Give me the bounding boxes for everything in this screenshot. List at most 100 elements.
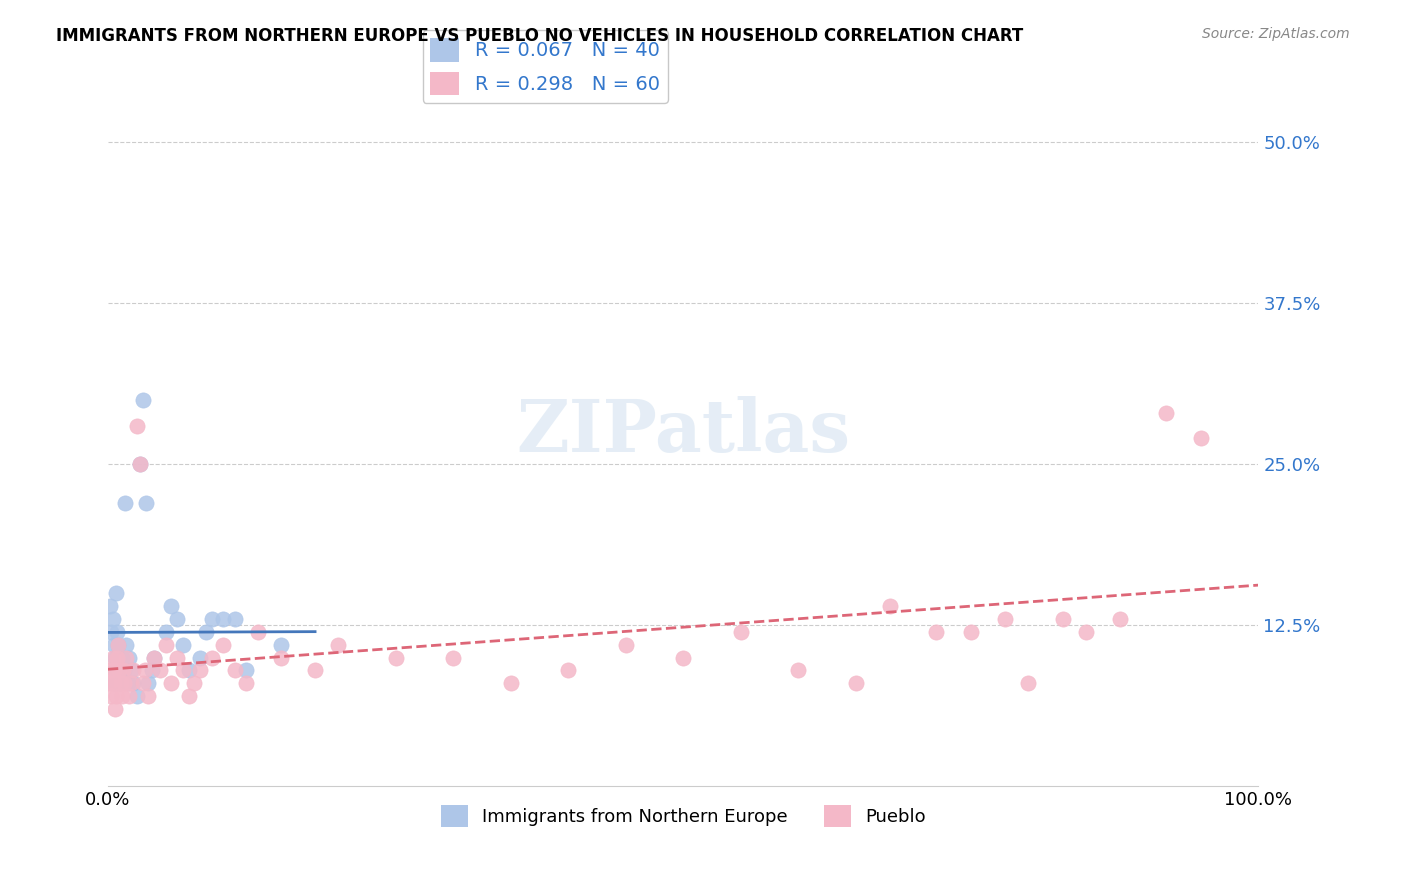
Point <box>101 650 124 665</box>
Point <box>787 664 810 678</box>
Point <box>177 690 200 704</box>
Point <box>131 676 153 690</box>
Point <box>117 676 139 690</box>
Point <box>155 624 177 639</box>
Point <box>672 650 695 665</box>
Point <box>212 638 235 652</box>
Point <box>200 612 222 626</box>
Point <box>110 664 132 678</box>
Point <box>166 612 188 626</box>
Legend: Immigrants from Northern Europe, Pueblo: Immigrants from Northern Europe, Pueblo <box>433 797 934 834</box>
Point <box>194 624 217 639</box>
Point <box>110 676 132 690</box>
Point <box>188 650 211 665</box>
Text: Source: ZipAtlas.com: Source: ZipAtlas.com <box>1202 27 1350 41</box>
Point <box>160 599 183 613</box>
Point <box>1156 406 1178 420</box>
Point <box>143 650 166 665</box>
Point <box>200 650 222 665</box>
Point <box>134 664 156 678</box>
Point <box>101 612 124 626</box>
Point <box>105 650 128 665</box>
Point <box>98 664 121 678</box>
Point <box>441 650 464 665</box>
Point <box>122 676 145 690</box>
Point <box>105 586 128 600</box>
Point <box>177 664 200 678</box>
Point <box>384 650 406 665</box>
Point <box>149 664 172 678</box>
Point <box>172 638 194 652</box>
Point <box>270 638 292 652</box>
Point <box>557 664 579 678</box>
Point <box>115 650 138 665</box>
Point <box>129 457 152 471</box>
Point <box>125 418 148 433</box>
Point <box>111 664 134 678</box>
Point <box>136 690 159 704</box>
Point <box>120 664 142 678</box>
Point <box>118 690 141 704</box>
Point <box>879 599 901 613</box>
Point <box>246 624 269 639</box>
Point <box>270 650 292 665</box>
Point <box>125 690 148 704</box>
Point <box>1189 431 1212 445</box>
Point <box>960 624 983 639</box>
Point <box>172 664 194 678</box>
Point <box>155 638 177 652</box>
Point <box>212 612 235 626</box>
Point <box>235 676 257 690</box>
Point <box>111 650 134 665</box>
Point <box>166 650 188 665</box>
Point <box>131 392 153 407</box>
Point <box>104 650 127 665</box>
Point <box>104 702 127 716</box>
Point <box>98 599 121 613</box>
Point <box>114 496 136 510</box>
Point <box>98 676 121 690</box>
Point <box>135 496 157 510</box>
Point <box>1074 624 1097 639</box>
Point <box>235 664 257 678</box>
Point <box>136 676 159 690</box>
Point <box>129 457 152 471</box>
Point <box>107 638 129 652</box>
Point <box>103 676 125 690</box>
Point <box>224 612 246 626</box>
Point <box>105 690 128 704</box>
Point <box>108 664 131 678</box>
Point <box>100 624 122 639</box>
Point <box>1109 612 1132 626</box>
Point <box>1052 612 1074 626</box>
Point <box>105 624 128 639</box>
Point <box>614 638 637 652</box>
Point <box>1017 676 1039 690</box>
Text: IMMIGRANTS FROM NORTHERN EUROPE VS PUEBLO NO VEHICLES IN HOUSEHOLD CORRELATION C: IMMIGRANTS FROM NORTHERN EUROPE VS PUEBL… <box>56 27 1024 45</box>
Point <box>112 664 135 678</box>
Point <box>111 690 134 704</box>
Point <box>108 676 131 690</box>
Point <box>141 664 163 678</box>
Point <box>143 650 166 665</box>
Point <box>160 676 183 690</box>
Point <box>104 664 127 678</box>
Point <box>120 676 142 690</box>
Point <box>188 664 211 678</box>
Point <box>100 690 122 704</box>
Point <box>845 676 868 690</box>
Point <box>118 650 141 665</box>
Point <box>111 670 134 684</box>
Point <box>994 612 1017 626</box>
Point <box>112 676 135 690</box>
Point <box>326 638 349 652</box>
Point <box>304 664 326 678</box>
Point <box>730 624 752 639</box>
Text: ZIPatlas: ZIPatlas <box>516 396 851 467</box>
Point <box>115 638 138 652</box>
Point <box>183 676 205 690</box>
Point <box>103 638 125 652</box>
Point <box>224 664 246 678</box>
Point <box>122 664 145 678</box>
Point <box>107 638 129 652</box>
